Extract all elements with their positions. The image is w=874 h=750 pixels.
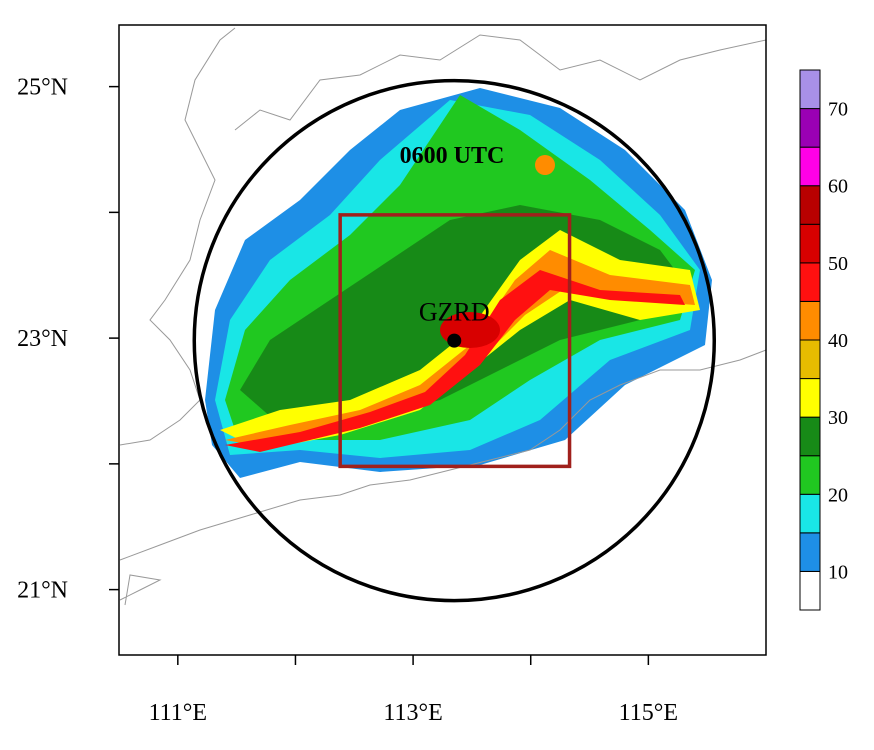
colorbar-tick-label: 60 bbox=[828, 176, 848, 198]
colorbar-tick-label: 70 bbox=[828, 99, 848, 121]
x-tick-label: 111°E bbox=[149, 700, 207, 726]
y-tick-label: 25°N bbox=[17, 75, 68, 101]
border bbox=[119, 27, 236, 446]
analysis-box bbox=[338, 213, 572, 469]
colorbar-box bbox=[799, 416, 821, 457]
echo bbox=[535, 155, 555, 175]
time-label: 0600 UTC bbox=[400, 143, 505, 169]
colorbar-box bbox=[799, 570, 821, 611]
colorbar-tick-label: 10 bbox=[828, 561, 848, 583]
colorbar-box bbox=[799, 532, 821, 572]
station-marker bbox=[447, 333, 462, 348]
colorbar-box bbox=[799, 493, 821, 534]
colorbar-box bbox=[799, 185, 821, 225]
colorbar-box bbox=[799, 108, 821, 148]
colorbar-box bbox=[799, 262, 821, 302]
colorbar-tick-label: 50 bbox=[828, 253, 848, 275]
colorbar-tick-label: 40 bbox=[828, 330, 848, 352]
coast bbox=[119, 574, 162, 606]
colorbar-tick-label: 20 bbox=[828, 484, 848, 506]
y-tick-label: 21°N bbox=[17, 578, 68, 604]
range-ring bbox=[192, 78, 717, 603]
y-tick-label: 23°N bbox=[17, 326, 68, 352]
colorbar-box bbox=[799, 300, 821, 341]
colorbar-box bbox=[799, 339, 821, 380]
colorbar-box bbox=[799, 455, 821, 495]
map-frame bbox=[118, 24, 767, 656]
x-tick-label: 113°E bbox=[383, 700, 442, 726]
colorbar-tick-label: 30 bbox=[828, 407, 848, 429]
colorbar-box bbox=[799, 146, 821, 187]
colorbar-box bbox=[799, 223, 821, 264]
x-tick-label: 115°E bbox=[619, 700, 678, 726]
colorbar-box bbox=[799, 378, 821, 418]
border bbox=[234, 34, 767, 131]
station-label: GZRD bbox=[419, 298, 490, 327]
coastlines bbox=[119, 27, 767, 606]
colorbar-box bbox=[799, 69, 821, 110]
